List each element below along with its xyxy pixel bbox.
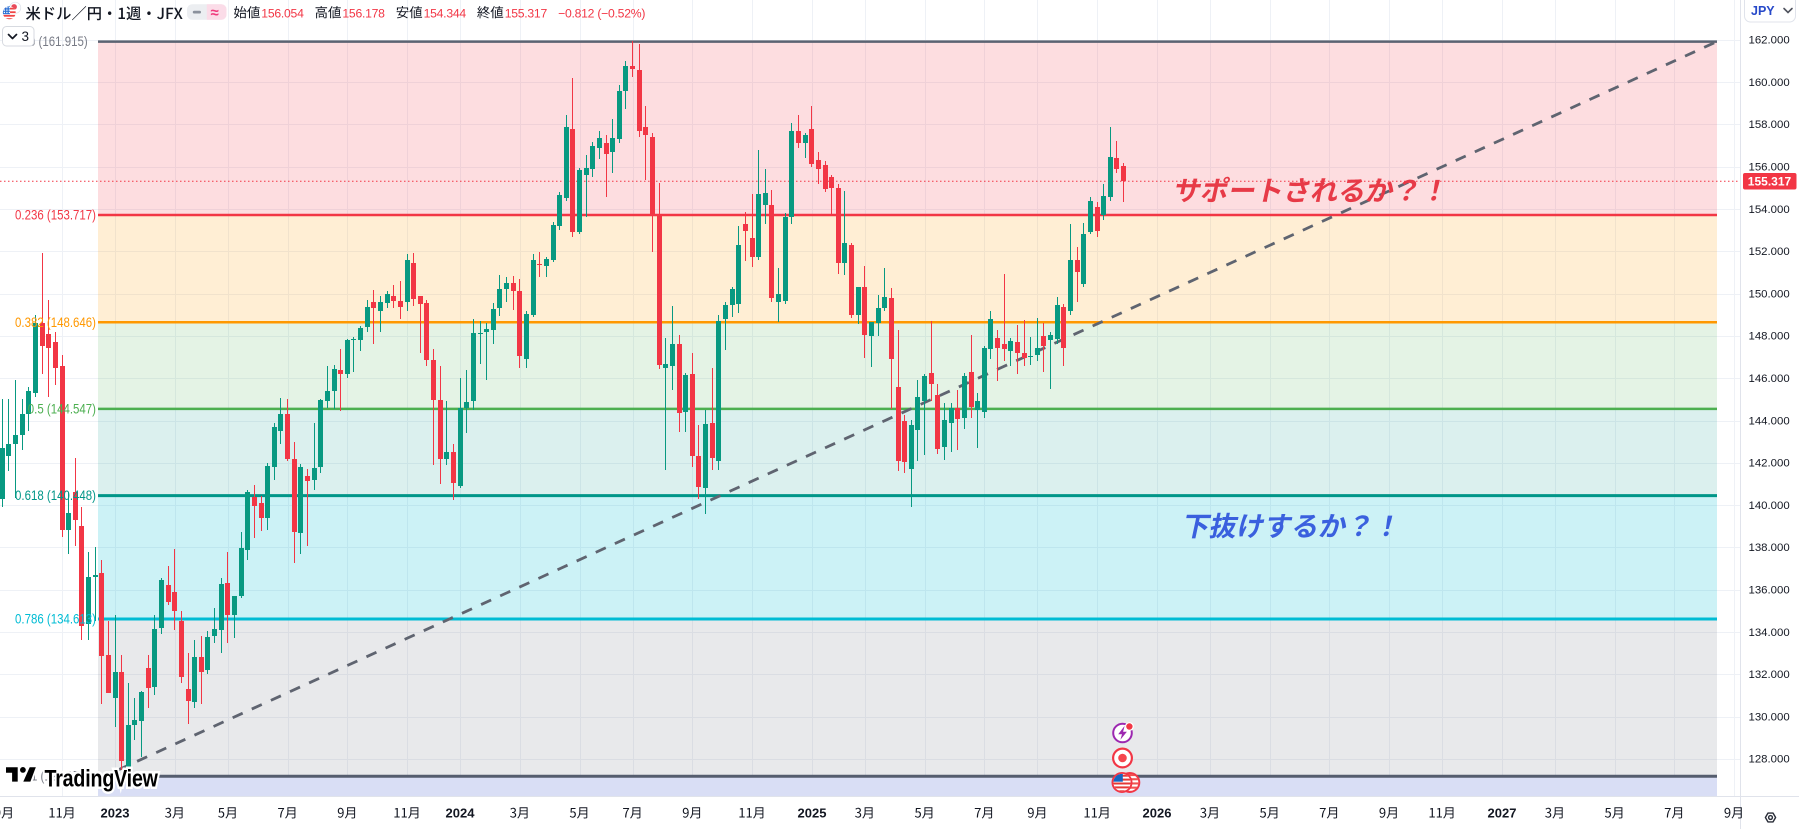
svg-text:3: 3 xyxy=(22,29,30,44)
svg-text:0 (161.915): 0 (161.915) xyxy=(29,34,88,49)
svg-text:146.000: 146.000 xyxy=(1749,373,1790,385)
svg-text:155.317: 155.317 xyxy=(1748,175,1792,189)
svg-text:160.000: 160.000 xyxy=(1749,77,1790,89)
svg-text:JPY: JPY xyxy=(1751,4,1775,18)
svg-text:138.000: 138.000 xyxy=(1749,542,1790,554)
svg-text:0.5 (144.547): 0.5 (144.547) xyxy=(28,402,96,417)
svg-text:158.000: 158.000 xyxy=(1749,119,1790,131)
svg-text:132.000: 132.000 xyxy=(1749,669,1790,681)
svg-text:140.000: 140.000 xyxy=(1749,500,1790,512)
svg-text:≈: ≈ xyxy=(211,4,219,21)
svg-text:162.000: 162.000 xyxy=(1749,35,1790,47)
svg-text:TradingView: TradingView xyxy=(45,764,159,792)
svg-text:152.000: 152.000 xyxy=(1749,246,1790,258)
svg-text:2025: 2025 xyxy=(798,806,827,821)
svg-text:2026: 2026 xyxy=(1143,806,1172,821)
svg-text:0.786 (134.613): 0.786 (134.613) xyxy=(15,612,96,627)
svg-text:2023: 2023 xyxy=(101,806,130,821)
svg-text:156.178: 156.178 xyxy=(342,6,385,20)
svg-text:136.000: 136.000 xyxy=(1749,585,1790,597)
svg-text:2027: 2027 xyxy=(1488,806,1517,821)
svg-text:150.000: 150.000 xyxy=(1749,288,1790,300)
svg-text:−0.812 (−0.52%): −0.812 (−0.52%) xyxy=(558,6,645,20)
svg-text:155.317: 155.317 xyxy=(505,6,548,20)
svg-text:0.382 (148.646): 0.382 (148.646) xyxy=(15,315,96,330)
svg-text:156.000: 156.000 xyxy=(1749,162,1790,174)
svg-text:130.000: 130.000 xyxy=(1749,711,1790,723)
svg-text:154.344: 154.344 xyxy=(424,6,467,20)
svg-text:148.000: 148.000 xyxy=(1749,331,1790,343)
svg-text:134.000: 134.000 xyxy=(1749,627,1790,639)
svg-text:142.000: 142.000 xyxy=(1749,458,1790,470)
svg-text:2024: 2024 xyxy=(446,806,476,821)
svg-text:156.054: 156.054 xyxy=(261,6,304,20)
svg-text:128.000: 128.000 xyxy=(1749,754,1790,766)
svg-text:1 (127.178): 1 (127.178) xyxy=(31,769,90,784)
svg-text:144.000: 144.000 xyxy=(1749,415,1790,427)
svg-text:154.000: 154.000 xyxy=(1749,204,1790,216)
svg-text:0.618 (140.448): 0.618 (140.448) xyxy=(15,488,96,503)
svg-text:0.236 (153.717): 0.236 (153.717) xyxy=(15,208,96,223)
